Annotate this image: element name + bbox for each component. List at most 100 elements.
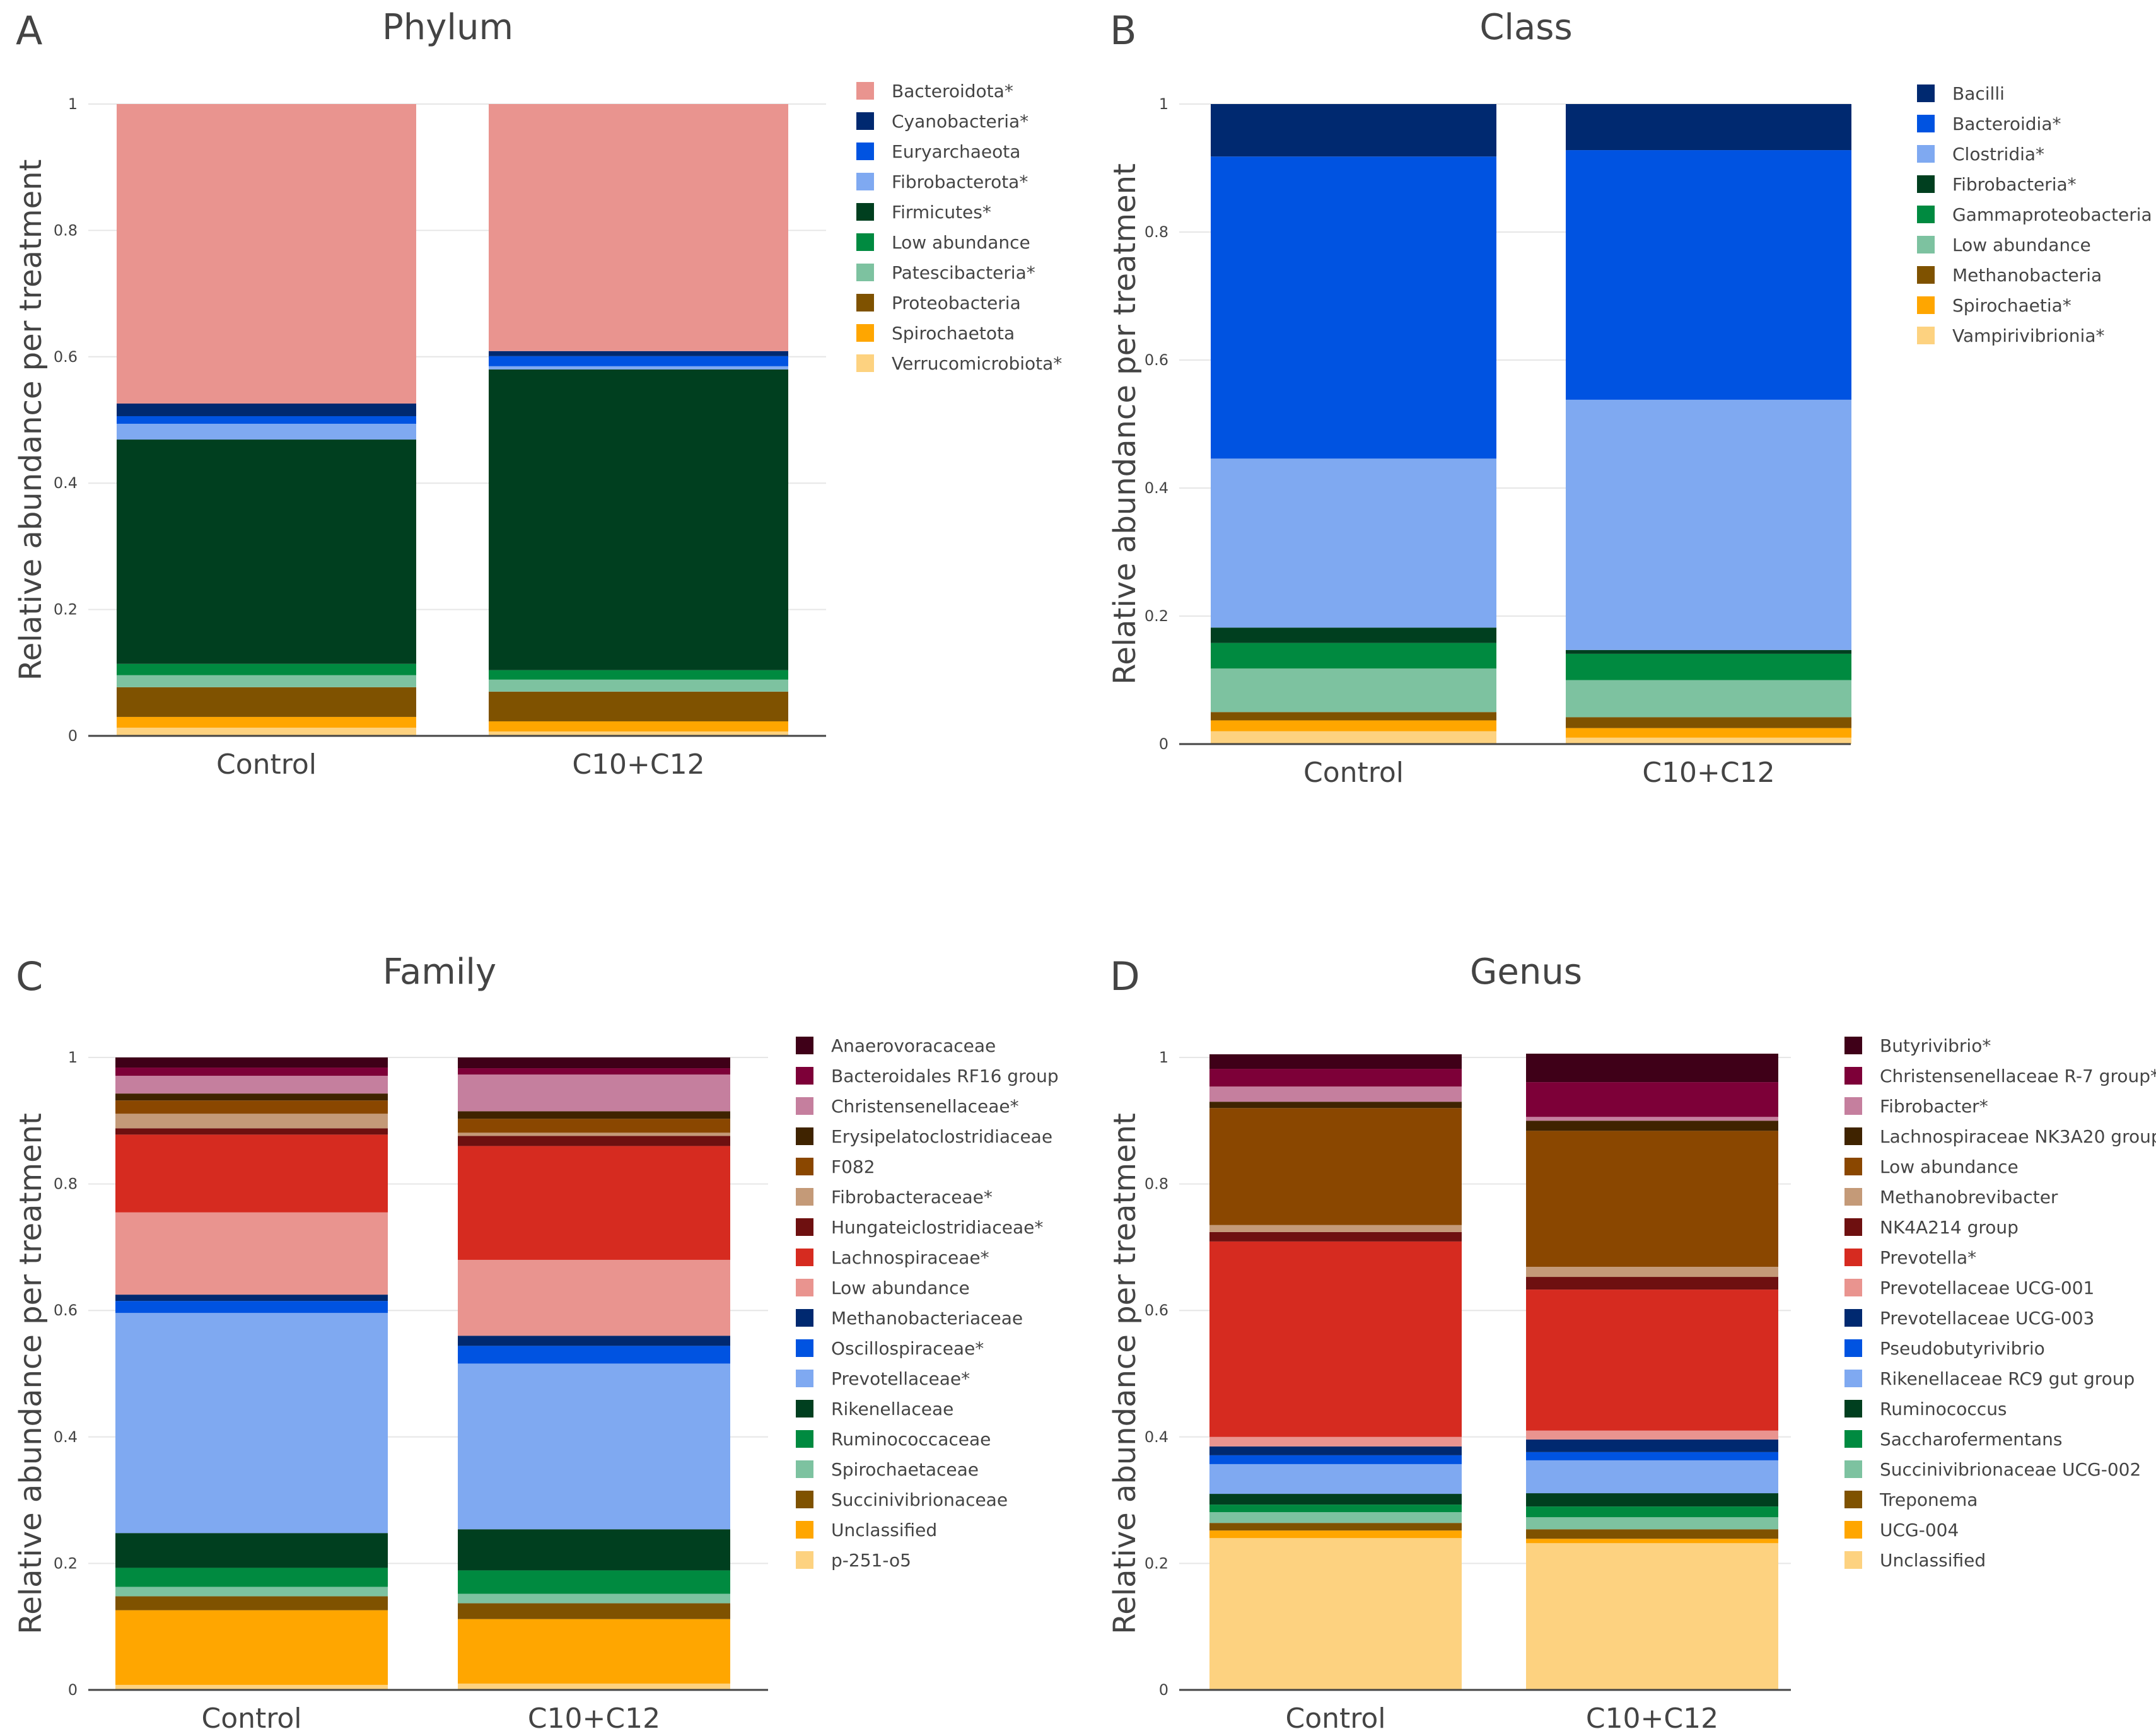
legend-label[interactable]: Clostridia* [1952,144,2044,165]
legend-swatch[interactable] [1844,1279,1862,1296]
legend-swatch[interactable] [856,203,874,221]
legend-label[interactable]: Bacteroidia* [1952,114,2061,134]
legend-swatch[interactable] [1917,145,1935,163]
legend-swatch[interactable] [796,1370,813,1387]
legend-label[interactable]: Low abundance [892,232,1030,253]
legend-label[interactable]: Anaerovoracaceae [831,1035,996,1056]
legend-swatch[interactable] [1844,1037,1862,1054]
legend-swatch[interactable] [796,1158,813,1175]
legend-label[interactable]: Hungateiclostridiaceae* [831,1217,1043,1238]
legend-swatch[interactable] [1844,1430,1862,1448]
legend-label[interactable]: Methanobacteria [1952,265,2102,286]
legend-label[interactable]: Oscillospiraceae* [831,1338,984,1359]
legend-label[interactable]: Pseudobutyrivibrio [1880,1338,2045,1359]
legend-swatch[interactable] [1844,1097,1862,1115]
legend-swatch[interactable] [796,1339,813,1357]
legend-swatch[interactable] [796,1460,813,1478]
legend-label[interactable]: Cyanobacteria* [892,111,1028,132]
legend-swatch[interactable] [1844,1491,1862,1508]
legend-label[interactable]: Prevotellaceae UCG-003 [1880,1308,2094,1329]
legend-label[interactable]: Euryarchaeota [892,141,1020,162]
legend-swatch[interactable] [1844,1339,1862,1357]
legend-swatch[interactable] [1844,1460,1862,1478]
legend-swatch[interactable] [856,82,874,100]
legend-swatch[interactable] [1844,1249,1862,1266]
legend-swatch[interactable] [856,294,874,311]
legend-label[interactable]: Butyrivibrio* [1880,1035,1991,1056]
legend-label[interactable]: Lachnospiraceae NK3A20 group* [1880,1126,2156,1147]
legend-label[interactable]: Spirochaetaceae [831,1459,979,1480]
legend-swatch[interactable] [796,1491,813,1508]
legend-swatch[interactable] [1917,115,1935,132]
legend-label[interactable]: Christensenellaceae* [831,1096,1019,1117]
legend-swatch[interactable] [856,173,874,190]
legend-swatch[interactable] [796,1551,813,1569]
legend-swatch[interactable] [796,1188,813,1206]
legend-label[interactable]: Prevotella* [1880,1247,1976,1268]
legend-label[interactable]: Spirochaetota [892,323,1015,344]
legend-label[interactable]: NK4A214 group [1880,1217,2019,1238]
legend-swatch[interactable] [796,1037,813,1054]
legend-swatch[interactable] [1844,1067,1862,1085]
legend-label[interactable]: Lachnospiraceae* [831,1247,989,1268]
legend-label[interactable]: Low abundance [1952,235,2091,255]
legend-swatch[interactable] [796,1249,813,1266]
legend-label[interactable]: Prevotellaceae UCG-001 [1880,1278,2094,1298]
legend-label[interactable]: Rikenellaceae [831,1399,953,1419]
legend-swatch[interactable] [1917,266,1935,284]
legend-swatch[interactable] [1917,296,1935,314]
legend-label[interactable]: Proteobacteria [892,293,1021,313]
legend-swatch[interactable] [1844,1309,1862,1327]
legend-swatch[interactable] [856,354,874,372]
legend-label[interactable]: Fibrobacteria* [1952,174,2077,195]
legend-label[interactable]: F082 [831,1156,875,1177]
legend-swatch[interactable] [1917,175,1935,193]
legend-label[interactable]: Verrucomicrobiota* [892,353,1062,374]
legend-swatch[interactable] [796,1521,813,1539]
legend-label[interactable]: Methanobrevibacter [1880,1187,2058,1208]
legend-swatch[interactable] [1917,236,1935,253]
legend-swatch[interactable] [796,1430,813,1448]
legend-label[interactable]: Bacilli [1952,83,2005,104]
legend-swatch[interactable] [856,233,874,251]
legend-swatch[interactable] [1917,206,1935,223]
legend-swatch[interactable] [1844,1218,1862,1236]
legend-swatch[interactable] [796,1309,813,1327]
legend-swatch[interactable] [1844,1400,1862,1418]
legend-swatch[interactable] [856,264,874,281]
legend-label[interactable]: Methanobacteriaceae [831,1308,1023,1329]
legend-swatch[interactable] [796,1218,813,1236]
legend-label[interactable]: Firmicutes* [892,202,991,223]
legend-swatch[interactable] [1917,327,1935,344]
legend-label[interactable]: Low abundance [831,1278,970,1298]
legend-swatch[interactable] [796,1127,813,1145]
legend-label[interactable]: Spirochaetia* [1952,295,2072,316]
legend-swatch[interactable] [796,1279,813,1296]
legend-label[interactable]: Treponema [1879,1489,1978,1510]
legend-label[interactable]: Ruminococcaceae [831,1429,991,1450]
legend-label[interactable]: Saccharofermentans [1880,1429,2062,1450]
legend-label[interactable]: Rikenellaceae RC9 gut group [1880,1368,2135,1389]
legend-swatch[interactable] [796,1097,813,1115]
legend-swatch[interactable] [1844,1521,1862,1539]
legend-label[interactable]: Fibrobacterota* [892,172,1028,192]
legend-swatch[interactable] [856,143,874,160]
legend-label[interactable]: Erysipelatoclostridiaceae [831,1126,1052,1147]
legend-label[interactable]: Succinivibrionaceae UCG-002 [1880,1459,2141,1480]
legend-label[interactable]: Bacteroidota* [892,81,1013,102]
legend-label[interactable]: Fibrobacter* [1880,1096,1988,1117]
legend-label[interactable]: Christensenellaceae R-7 group* [1880,1066,2156,1086]
legend-swatch[interactable] [796,1067,813,1085]
legend-label[interactable]: Patescibacteria* [892,262,1035,283]
legend-swatch[interactable] [1844,1551,1862,1569]
legend-label[interactable]: Ruminococcus [1880,1399,2007,1419]
legend-label[interactable]: Prevotellaceae* [831,1368,970,1389]
legend-label[interactable]: Fibrobacteraceae* [831,1187,993,1208]
legend-label[interactable]: p-251-o5 [831,1550,911,1571]
legend-swatch[interactable] [1844,1127,1862,1145]
legend-label[interactable]: Unclassiﬁed [1880,1550,1986,1571]
legend-swatch[interactable] [1917,84,1935,102]
legend-label[interactable]: Unclassiﬁed [831,1520,937,1540]
legend-label[interactable]: Low abundance [1880,1156,2019,1177]
legend-swatch[interactable] [856,112,874,130]
